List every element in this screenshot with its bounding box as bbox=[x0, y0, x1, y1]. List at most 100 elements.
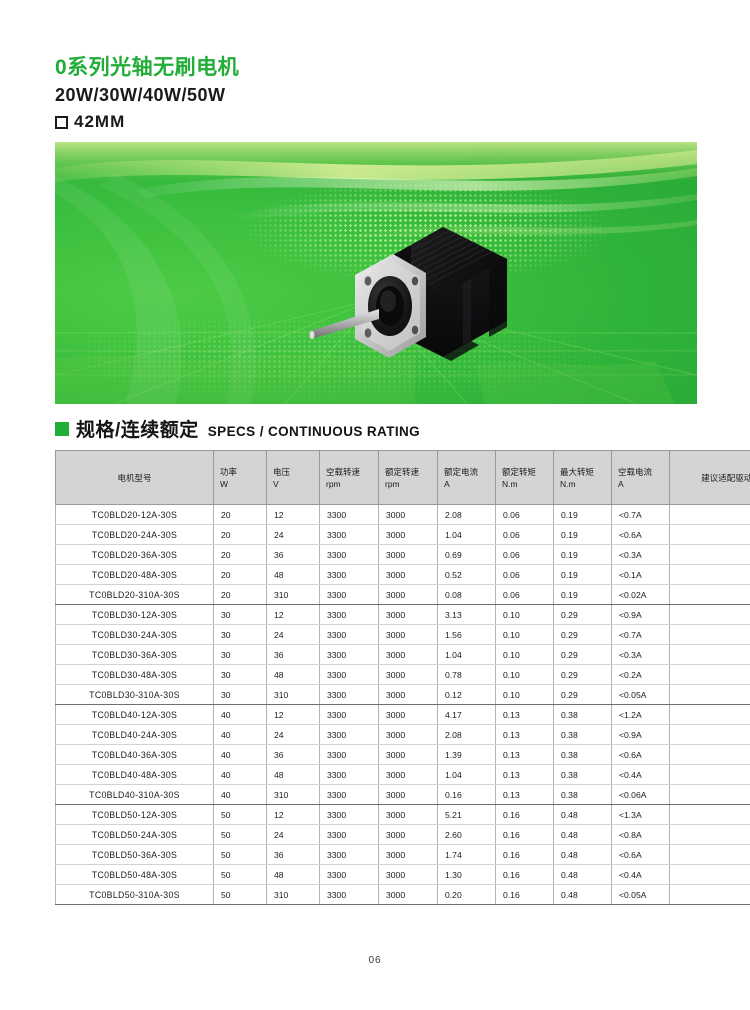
specs-table-container: 电机型号 功率 W 电压 V 空载转速 rpm 额定转速 rpm 额定电流 A … bbox=[55, 450, 750, 905]
cell-value: 0.29 bbox=[553, 644, 612, 665]
cell-value: 3300 bbox=[319, 784, 379, 805]
page-number: 06 bbox=[368, 955, 382, 966]
cell-value: 30 bbox=[213, 664, 267, 685]
hero-banner bbox=[55, 142, 697, 404]
cell-value: 3000 bbox=[378, 664, 438, 685]
cell-value: 5.21 bbox=[437, 804, 496, 825]
cell-value: 3300 bbox=[319, 624, 379, 645]
cell-value: 12 bbox=[266, 804, 320, 825]
cell-value: 0.06 bbox=[495, 544, 554, 565]
cell-value: <0.05A bbox=[611, 884, 670, 905]
col-header-no-load-speed: 空载转速 rpm bbox=[319, 450, 379, 505]
cell-value: 48 bbox=[266, 564, 320, 585]
cell-value: 0.69 bbox=[437, 544, 496, 565]
cell-value: 0.48 bbox=[553, 864, 612, 885]
cell-value: 30 bbox=[213, 644, 267, 665]
cell-value: 310 bbox=[266, 584, 320, 605]
cell-value bbox=[669, 644, 750, 665]
cell-model: TC0BLD40-36A-30S bbox=[55, 744, 214, 765]
cell-value: 3300 bbox=[319, 844, 379, 865]
table-row: TC0BLD40-24A-30S 40 24 3300 3000 2.08 0.13 0.38… bbox=[55, 724, 750, 745]
cell-value: 24 bbox=[266, 824, 320, 845]
cell-value: 2.08 bbox=[437, 724, 496, 745]
cell-value bbox=[669, 764, 750, 785]
cell-value: 20 bbox=[213, 544, 267, 565]
cell-value: 3300 bbox=[319, 544, 379, 565]
cell-value: 40 bbox=[213, 784, 267, 805]
cell-value: 0.10 bbox=[495, 624, 554, 645]
cell-value bbox=[669, 804, 750, 825]
cell-model: TC0BLD50-36A-30S bbox=[55, 844, 214, 865]
cell-value bbox=[669, 564, 750, 585]
cell-value: 1.39 bbox=[437, 744, 496, 765]
cell-value: <0.3A bbox=[611, 644, 670, 665]
col-header-rated-speed: 额定转速 rpm bbox=[378, 450, 438, 505]
cell-value: <0.6A bbox=[611, 524, 670, 545]
cell-value: 1.04 bbox=[437, 644, 496, 665]
cell-value: 3.13 bbox=[437, 604, 496, 625]
cell-value: 0.48 bbox=[553, 844, 612, 865]
section-heading: 规格/连续额定 SPECS / CONTINUOUS RATING bbox=[55, 415, 420, 442]
cell-value: <0.1A bbox=[611, 564, 670, 585]
cell-value: <0.02A bbox=[611, 584, 670, 605]
table-header-row: 电机型号 功率 W 电压 V 空载转速 rpm 额定转速 rpm 额定电流 A … bbox=[55, 450, 750, 505]
col-header-voltage: 电压 V bbox=[266, 450, 320, 505]
cell-value: 0.08 bbox=[437, 584, 496, 605]
cell-value: 3000 bbox=[378, 644, 438, 665]
cell-value: 2.08 bbox=[437, 504, 496, 525]
cell-value: 0.16 bbox=[495, 804, 554, 825]
table-row: TC0BLD20-310A-30S 20 310 3300 3000 0.08 0.06 0.… bbox=[55, 584, 750, 605]
cell-value: 3000 bbox=[378, 524, 438, 545]
table-row: TC0BLD30-48A-30S 30 48 3300 3000 0.78 0.10 0.29… bbox=[55, 664, 750, 685]
col-header-recommended-driver: 建议适配驱动器型号 bbox=[669, 450, 750, 505]
cell-value: 0.10 bbox=[495, 664, 554, 685]
col-header-rated-current: 额定电流 A bbox=[437, 450, 496, 505]
cell-value: 1.04 bbox=[437, 524, 496, 545]
cell-value: 50 bbox=[213, 844, 267, 865]
table-row: TC0BLD30-310A-30S 30 310 3300 3000 0.12 0.10 0.… bbox=[55, 684, 750, 705]
cell-model: TC0BLD20-48A-30S bbox=[55, 564, 214, 585]
cell-value: 0.20 bbox=[437, 884, 496, 905]
cell-value: 0.19 bbox=[553, 524, 612, 545]
col-header-rated-torque: 额定转矩 N.m bbox=[495, 450, 554, 505]
specs-table: 电机型号 功率 W 电压 V 空载转速 rpm 额定转速 rpm 额定电流 A … bbox=[55, 450, 750, 905]
cell-value: 3300 bbox=[319, 604, 379, 625]
cell-value: <0.9A bbox=[611, 724, 670, 745]
cell-model: TC0BLD50-310A-30S bbox=[55, 884, 214, 905]
col-header-power: 功率 W bbox=[213, 450, 267, 505]
table-row: TC0BLD20-12A-30S 20 12 3300 3000 2.08 0.06 0.19… bbox=[55, 504, 750, 525]
cell-value bbox=[669, 584, 750, 605]
cell-value: 3000 bbox=[378, 804, 438, 825]
cell-model: TC0BLD30-12A-30S bbox=[55, 604, 214, 625]
cell-value: 0.48 bbox=[553, 824, 612, 845]
cell-model: TC0BLD20-24A-30S bbox=[55, 524, 214, 545]
cell-value: 0.38 bbox=[553, 744, 612, 765]
cell-value bbox=[669, 864, 750, 885]
cell-model: TC0BLD20-310A-30S bbox=[55, 584, 214, 605]
col-header-no-load-current: 空载电流 A bbox=[611, 450, 670, 505]
cell-value: <0.7A bbox=[611, 504, 670, 525]
cell-value bbox=[669, 724, 750, 745]
cell-value: 0.29 bbox=[553, 664, 612, 685]
cell-model: TC0BLD40-24A-30S bbox=[55, 724, 214, 745]
table-row: TC0BLD30-12A-30S 30 12 3300 3000 3.13 0.10 0.29… bbox=[55, 604, 750, 625]
cell-value: 0.19 bbox=[553, 544, 612, 565]
cell-value bbox=[669, 744, 750, 765]
cell-value bbox=[669, 544, 750, 565]
specs-table-body: TC0BLD20-12A-30S 20 12 3300 3000 2.08 0.06 0.19… bbox=[55, 504, 750, 905]
cell-value: 3000 bbox=[378, 544, 438, 565]
cell-value: <0.6A bbox=[611, 744, 670, 765]
cell-value: 1.30 bbox=[437, 864, 496, 885]
cell-value: 3300 bbox=[319, 584, 379, 605]
cell-value: 3000 bbox=[378, 784, 438, 805]
cell-value bbox=[669, 704, 750, 725]
perspective-grid-decoration bbox=[55, 299, 697, 404]
cell-value: 3300 bbox=[319, 764, 379, 785]
cell-value: 0.10 bbox=[495, 684, 554, 705]
cell-value: 48 bbox=[266, 764, 320, 785]
table-row: TC0BLD50-36A-30S 50 36 3300 3000 1.74 0.16 0.48… bbox=[55, 844, 750, 865]
cell-value: 48 bbox=[266, 864, 320, 885]
cell-value: 1.56 bbox=[437, 624, 496, 645]
power-range-label: 20W/30W/40W/50W bbox=[55, 85, 226, 105]
